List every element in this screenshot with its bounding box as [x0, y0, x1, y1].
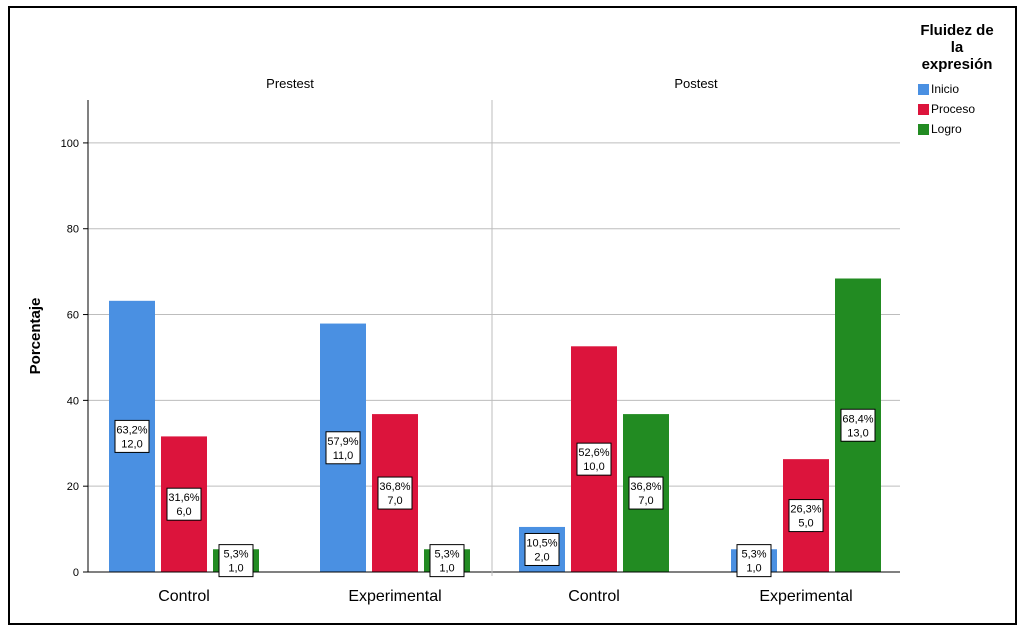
- data-label-percent: 26,3%: [790, 504, 821, 516]
- y-tick-label: 80: [67, 224, 79, 236]
- data-label-percent: 63,2%: [116, 424, 147, 436]
- data-label-box: [736, 544, 772, 578]
- legend-item-inicio: Inicio: [918, 79, 1012, 99]
- data-label-percent: 10,5%: [526, 537, 557, 549]
- y-tick-label: 40: [67, 395, 79, 407]
- legend: Fluidez de la expresión Inicio Proceso L…: [902, 22, 1012, 139]
- x-category-label: Experimental: [348, 588, 441, 605]
- data-label-count: 6,0: [176, 506, 191, 518]
- y-tick-label: 100: [61, 138, 79, 150]
- legend-label: Logro: [931, 122, 962, 136]
- data-label-count: 7,0: [638, 495, 653, 507]
- data-label-box: [166, 487, 202, 521]
- legend-swatch-proceso: [918, 103, 929, 115]
- legend-swatch-logro: [918, 123, 929, 135]
- data-label-count: 10,0: [583, 461, 604, 473]
- y-tick-label: 20: [67, 481, 79, 493]
- data-label-percent: 36,8%: [630, 481, 661, 493]
- data-label-count: 1,0: [439, 563, 454, 575]
- y-tick-label: 60: [67, 310, 79, 322]
- data-label-box: [114, 419, 150, 453]
- data-label-percent: 36,8%: [379, 481, 410, 493]
- data-label-box: [429, 544, 465, 578]
- data-label-count: 11,0: [333, 450, 354, 462]
- data-label-box: [218, 544, 254, 578]
- data-label-percent: 5,3%: [434, 549, 459, 561]
- legend-swatch-inicio: [918, 83, 929, 95]
- y-axis-label: Porcentaje: [27, 298, 44, 375]
- data-label-percent: 31,6%: [168, 492, 199, 504]
- legend-title-line: Fluidez de: [920, 22, 994, 39]
- legend-title-line: la: [950, 39, 964, 56]
- panel-title: Prestest: [266, 76, 314, 91]
- data-label-box: [628, 476, 664, 510]
- data-label-box: [576, 442, 612, 476]
- data-label-percent: 5,3%: [223, 549, 248, 561]
- data-label-box: [325, 431, 361, 465]
- x-category-label: Control: [568, 588, 620, 605]
- x-category-label: Control: [158, 588, 210, 605]
- legend-label: Inicio: [931, 82, 960, 96]
- data-label-percent: 52,6%: [578, 447, 609, 459]
- x-category-label: Experimental: [759, 588, 852, 605]
- data-label-box: [840, 408, 876, 442]
- data-label-percent: 57,9%: [327, 436, 358, 448]
- data-label-count: 12,0: [121, 438, 142, 450]
- data-label-count: 7,0: [387, 495, 402, 507]
- legend-item-proceso: Proceso: [918, 99, 1012, 119]
- panel-title: Postest: [674, 76, 718, 91]
- data-label-percent: 5,3%: [741, 549, 766, 561]
- legend-title-line: expresión: [921, 56, 993, 73]
- data-label-count: 1,0: [228, 563, 243, 575]
- data-label-percent: 68,4%: [842, 413, 873, 425]
- data-label-box: [524, 532, 560, 566]
- y-tick-label: 0: [73, 567, 79, 579]
- data-label-count: 2,0: [534, 551, 549, 563]
- data-label-count: 13,0: [847, 427, 868, 439]
- data-label-box: [788, 499, 824, 533]
- legend-title: Fluidez de la expresión: [902, 22, 1012, 73]
- data-label-count: 5,0: [798, 518, 813, 530]
- data-label-box: [377, 476, 413, 510]
- legend-item-logro: Logro: [918, 119, 1012, 139]
- data-label-count: 1,0: [746, 563, 761, 575]
- legend-label: Proceso: [931, 102, 976, 116]
